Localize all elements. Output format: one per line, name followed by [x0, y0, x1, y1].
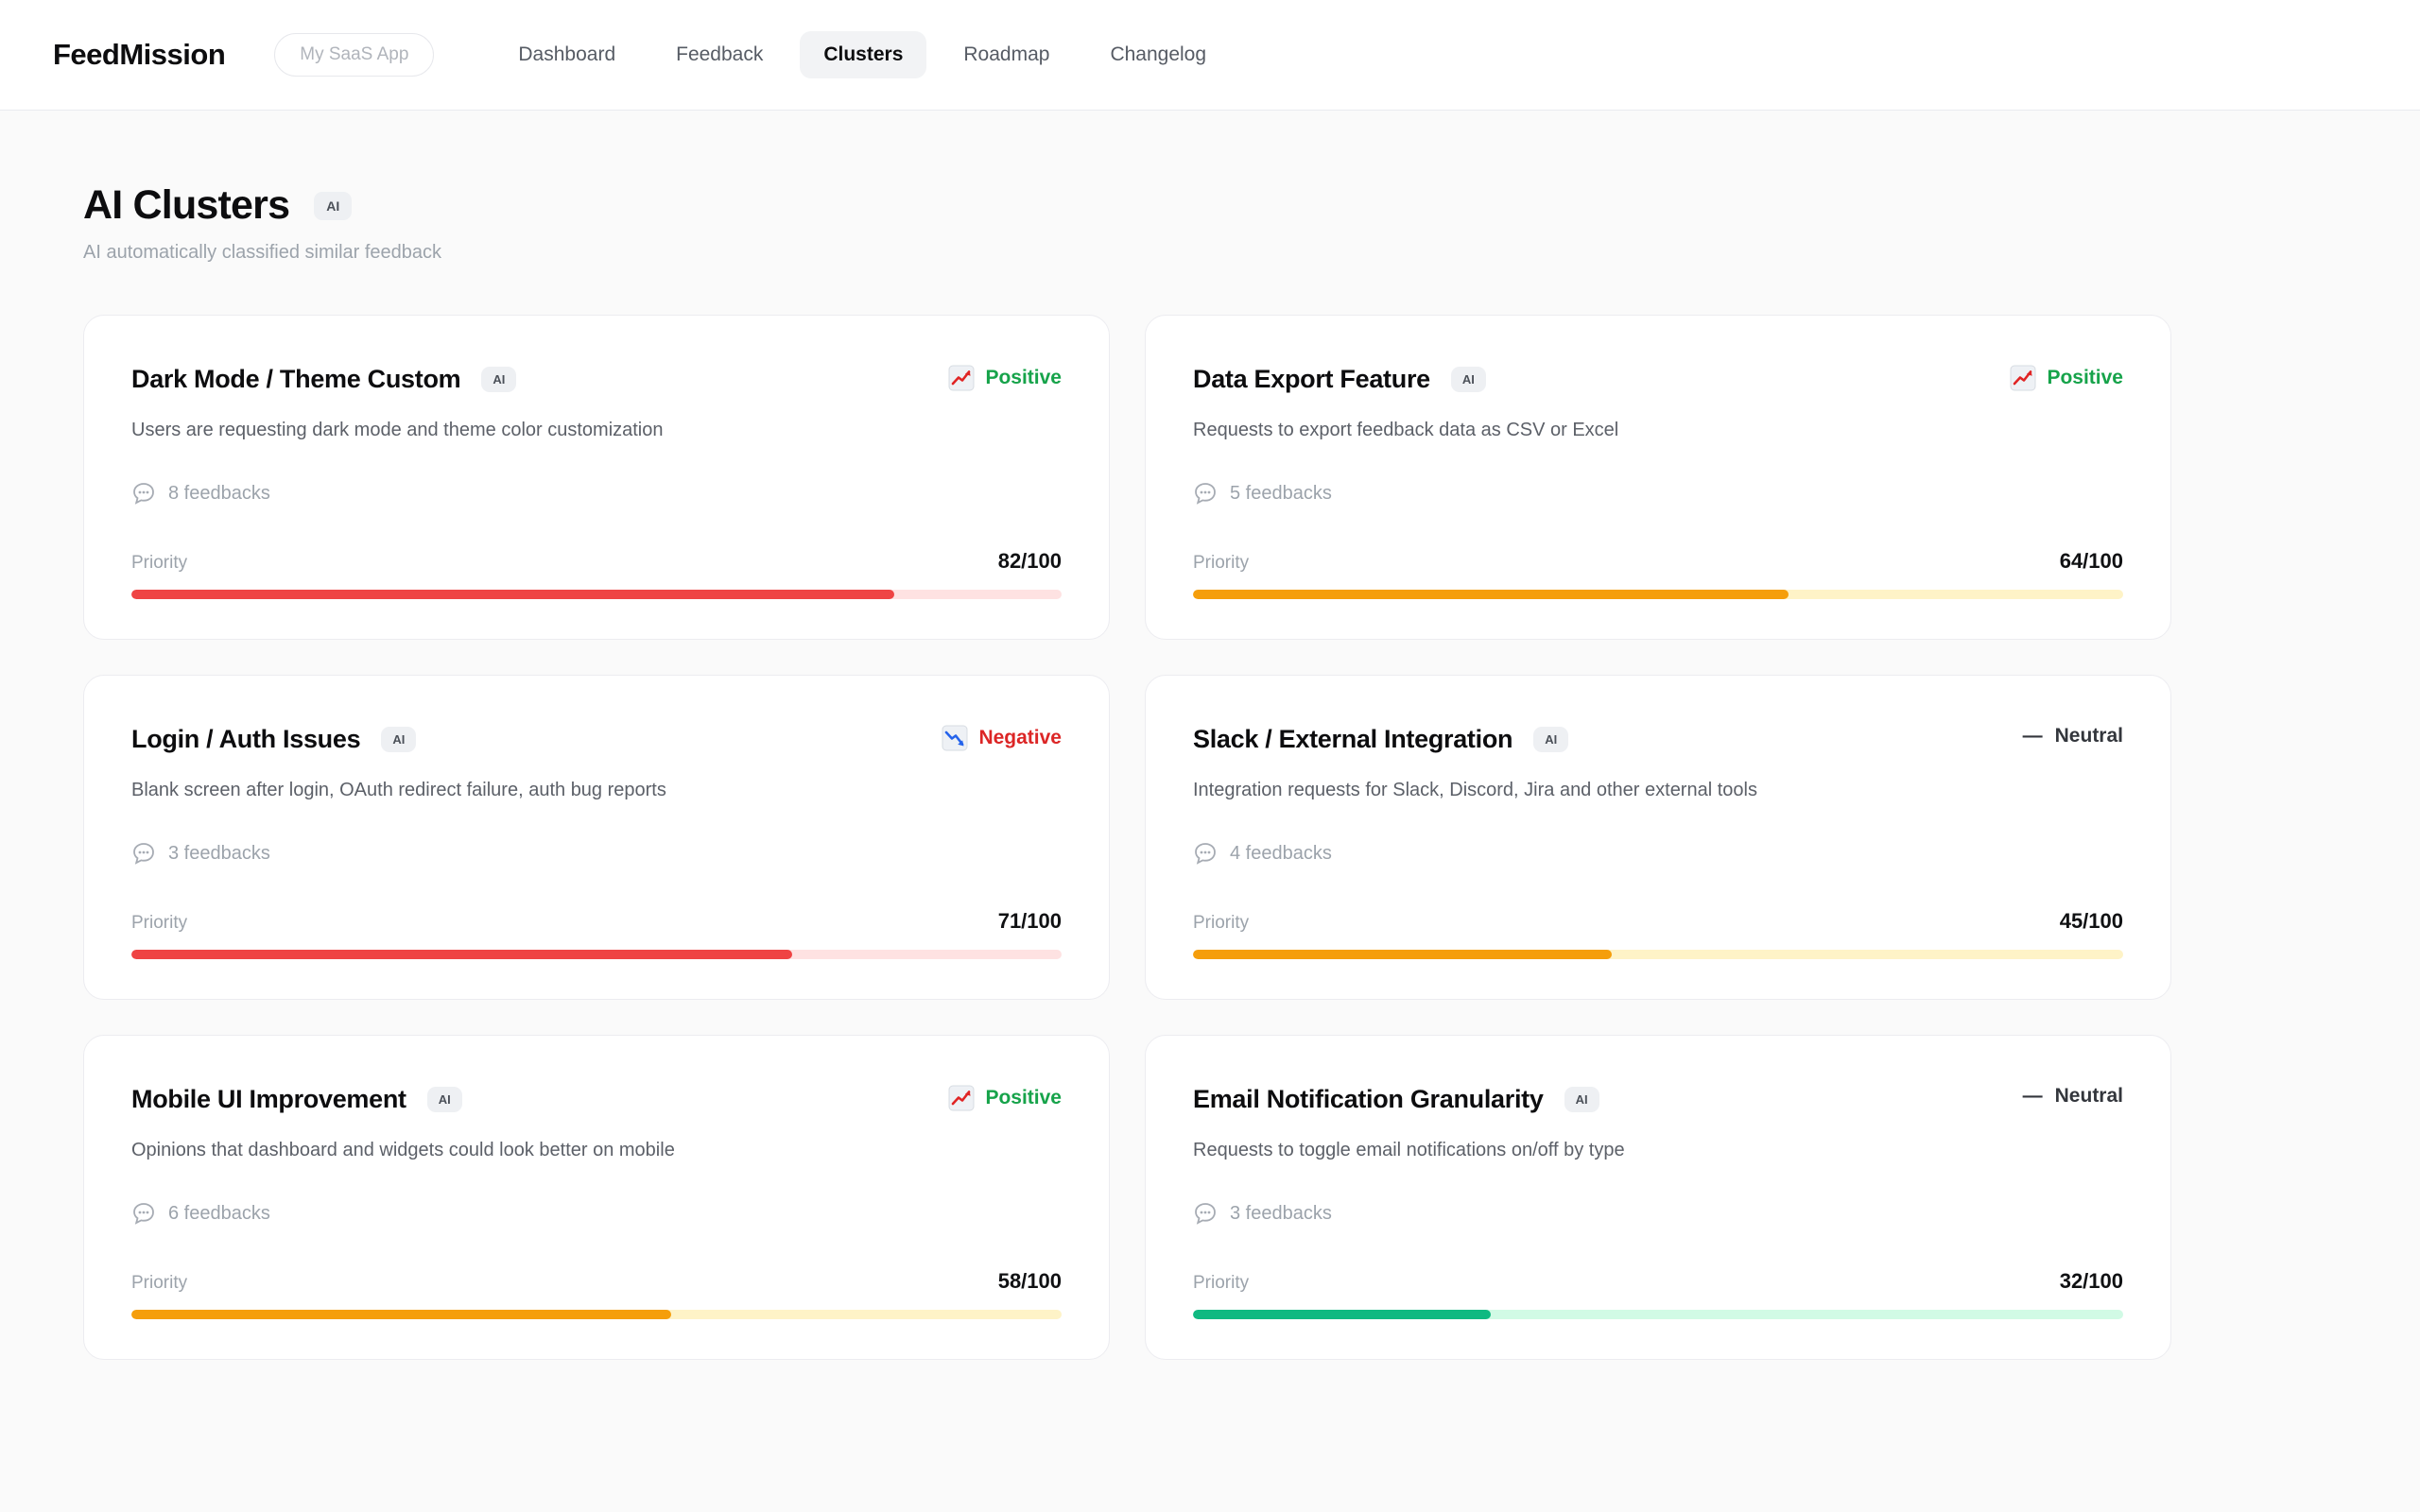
brand-logo: FeedMission — [53, 38, 226, 71]
ai-badge: AI — [1564, 1087, 1599, 1112]
cluster-title: Email Notification Granularity — [1193, 1085, 1544, 1113]
top-navbar: FeedMission My SaaS App Dashboard Feedba… — [0, 0, 2420, 111]
priority-bar-fill — [131, 950, 792, 959]
nav-item-roadmap[interactable]: Roadmap — [940, 31, 1073, 78]
cluster-card[interactable]: Data Export Feature AI — Positive Reques… — [1145, 315, 2171, 640]
feedback-count-row: 3 feedbacks — [1193, 1201, 2123, 1226]
priority-bar-track — [1193, 1310, 2123, 1319]
priority-bar-fill — [1193, 1310, 1491, 1319]
feedback-count: 5 feedbacks — [1230, 482, 1332, 504]
page-title: AI Clusters — [83, 182, 290, 228]
sentiment-indicator: — Positive — [2010, 365, 2123, 391]
cluster-description: Requests to export feedback data as CSV … — [1193, 420, 1619, 440]
cluster-card[interactable]: Login / Auth Issues AI — Negative Blank … — [83, 675, 1110, 1000]
feedback-count-row: 3 feedbacks — [131, 841, 1062, 866]
feedback-count: 3 feedbacks — [168, 842, 270, 864]
cluster-title: Data Export Feature — [1193, 365, 1430, 393]
ai-badge: AI — [1450, 367, 1486, 392]
ai-badge: AI — [481, 367, 517, 392]
priority-bar-track — [131, 950, 1062, 959]
cluster-card[interactable]: Mobile UI Improvement AI — Positive Opin… — [83, 1035, 1110, 1360]
nav-item-changelog[interactable]: Changelog — [1086, 31, 1230, 78]
priority-bar-track — [131, 1310, 1062, 1319]
priority-bar-track — [1193, 950, 2123, 959]
cluster-title: Slack / External Integration — [1193, 725, 1513, 753]
ai-badge: AI — [1533, 727, 1569, 752]
priority-value: 45/100 — [2059, 909, 2123, 933]
ai-badge: AI — [426, 1087, 462, 1112]
speech-bubble-icon — [133, 843, 154, 864]
page-header: AI Clusters AI AI automatically classifi… — [83, 182, 2420, 264]
feedback-count-row: 5 feedbacks — [1193, 481, 2123, 506]
speech-bubble-icon — [133, 1203, 154, 1224]
nav-item-clusters[interactable]: Clusters — [800, 31, 927, 78]
cluster-card[interactable]: Email Notification Granularity AI — Neut… — [1145, 1035, 2171, 1360]
sentiment-label: Neutral — [2054, 725, 2123, 747]
cluster-description: Blank screen after login, OAuth redirect… — [131, 780, 666, 800]
speech-bubble-icon — [1195, 843, 1216, 864]
dash-icon: — — [2022, 725, 2043, 747]
sentiment-indicator: — Positive — [948, 365, 1062, 391]
ai-badge: AI — [381, 727, 417, 752]
priority-value: 58/100 — [997, 1269, 1062, 1293]
chart-down-icon — [942, 725, 969, 751]
priority-bar-track — [131, 590, 1062, 599]
sentiment-label: Positive — [985, 367, 1062, 388]
sentiment-indicator: — Neutral — [2023, 725, 2123, 747]
cluster-description: Opinions that dashboard and widgets coul… — [131, 1140, 675, 1160]
cluster-title: Login / Auth Issues — [131, 725, 361, 753]
feedback-count-row: 4 feedbacks — [1193, 841, 2123, 866]
priority-bar-fill — [131, 590, 894, 599]
clusters-page: AI Clusters AI AI automatically classifi… — [0, 182, 2420, 1435]
feedback-count: 8 feedbacks — [168, 482, 270, 504]
sentiment-indicator: — Positive — [948, 1085, 1062, 1111]
sentiment-indicator: — Negative — [942, 725, 1062, 751]
feedback-count: 6 feedbacks — [168, 1202, 270, 1224]
chart-up-icon — [948, 1085, 976, 1111]
workspace-selector[interactable]: My SaaS App — [274, 33, 435, 77]
speech-bubble-icon — [133, 483, 154, 504]
priority-bar-fill — [1193, 950, 1612, 959]
priority-bar-fill — [131, 1310, 671, 1319]
cluster-description: Users are requesting dark mode and theme… — [131, 420, 664, 440]
priority-value: 64/100 — [2059, 549, 2123, 573]
speech-bubble-icon — [1195, 483, 1216, 504]
sentiment-indicator: — Neutral — [2023, 1085, 2123, 1108]
main-nav: Dashboard Feedback Clusters Roadmap Chan… — [494, 31, 1230, 78]
chart-up-icon — [948, 365, 976, 391]
cluster-card[interactable]: Dark Mode / Theme Custom AI — Positive U… — [83, 315, 1110, 640]
feedback-count: 4 feedbacks — [1230, 842, 1332, 864]
sentiment-label: Negative — [978, 727, 1062, 748]
sentiment-label: Positive — [985, 1087, 1062, 1108]
priority-value: 82/100 — [997, 549, 1062, 573]
priority-label: Priority — [131, 1273, 188, 1293]
priority-label: Priority — [1193, 553, 1250, 573]
priority-label: Priority — [131, 913, 188, 933]
priority-label: Priority — [1193, 913, 1250, 933]
cluster-title: Mobile UI Improvement — [131, 1085, 406, 1113]
chart-up-icon — [2010, 365, 2037, 391]
priority-label: Priority — [1193, 1273, 1250, 1293]
sentiment-label: Positive — [2047, 367, 2123, 388]
dash-icon: — — [2022, 1085, 2043, 1107]
nav-item-feedback[interactable]: Feedback — [652, 31, 786, 78]
page-subtitle: AI automatically classified similar feed… — [83, 242, 442, 263]
ai-badge: AI — [314, 191, 353, 220]
priority-value: 71/100 — [997, 909, 1062, 933]
cluster-description: Integration requests for Slack, Discord,… — [1193, 780, 1757, 800]
nav-item-dashboard[interactable]: Dashboard — [494, 31, 639, 78]
priority-label: Priority — [131, 553, 188, 573]
cluster-title: Dark Mode / Theme Custom — [131, 365, 461, 393]
sentiment-label: Neutral — [2054, 1085, 2123, 1107]
feedback-count: 3 feedbacks — [1230, 1202, 1332, 1224]
priority-bar-track — [1193, 590, 2123, 599]
feedback-count-row: 8 feedbacks — [131, 481, 1062, 506]
priority-value: 32/100 — [2059, 1269, 2123, 1293]
feedback-count-row: 6 feedbacks — [131, 1201, 1062, 1226]
cluster-card[interactable]: Slack / External Integration AI — Neutra… — [1145, 675, 2171, 1000]
priority-bar-fill — [1193, 590, 1789, 599]
cluster-description: Requests to toggle email notifications o… — [1193, 1140, 1625, 1160]
cluster-cards-grid: Dark Mode / Theme Custom AI — Positive U… — [83, 315, 2171, 1435]
speech-bubble-icon — [1195, 1203, 1216, 1224]
